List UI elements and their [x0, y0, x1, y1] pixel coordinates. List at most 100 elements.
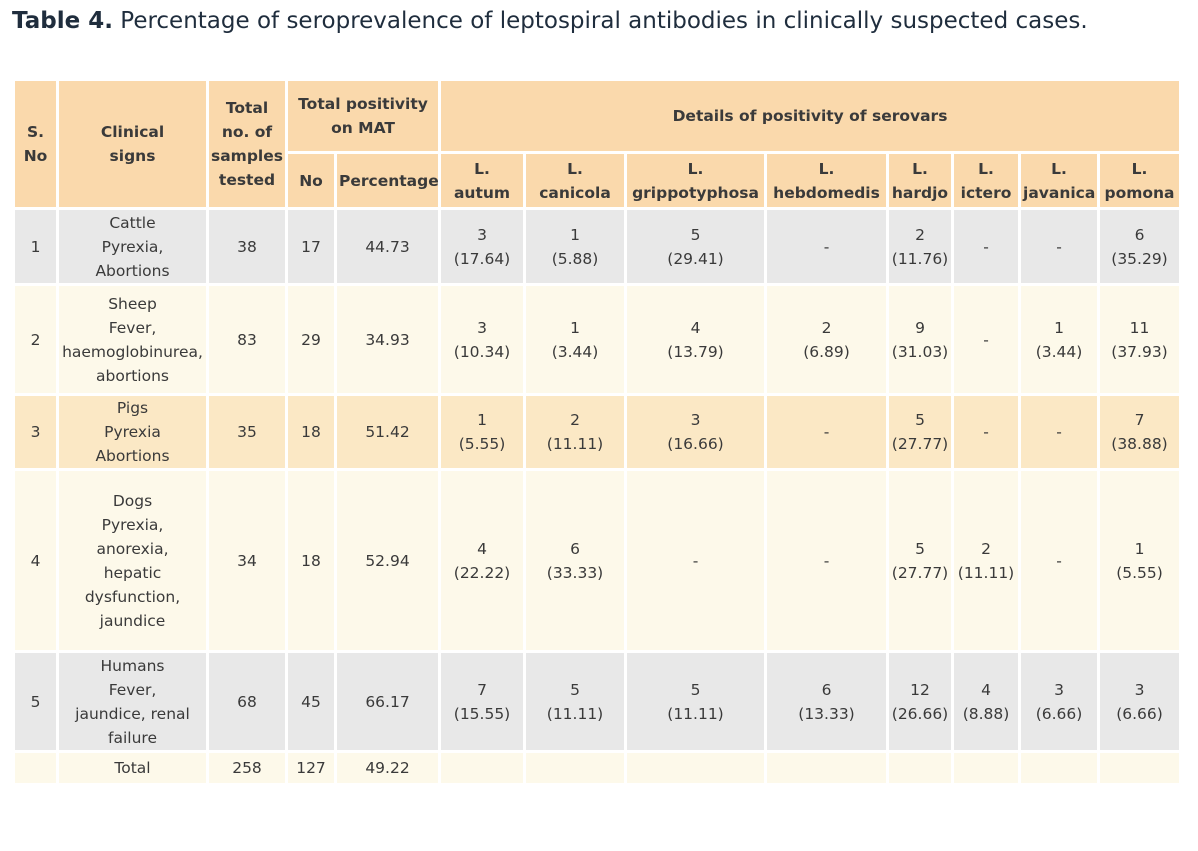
serovar-cell: 3 (6.66) — [1021, 653, 1097, 750]
serovar-cell: - — [954, 210, 1018, 283]
clinical-signs-cell: Pigs Pyrexia Abortions — [59, 396, 206, 468]
serovar-cell: 3 (6.66) — [1100, 653, 1179, 750]
serovar-cell: 1 (3.44) — [526, 286, 624, 393]
serovar-cell: 5 (11.11) — [627, 653, 764, 750]
serovar-cell: 3 (17.64) — [441, 210, 523, 283]
samples-tested-cell: 83 — [209, 286, 285, 393]
percentage-cell: 44.73 — [337, 210, 438, 283]
serovar-cell: 11 (37.93) — [1100, 286, 1179, 393]
serovar-cell: 2 (11.11) — [954, 471, 1018, 650]
header-serovar: L. hebdomedis — [767, 154, 886, 207]
serovar-cell: 1 (5.55) — [441, 396, 523, 468]
serovar-cell: 9 (31.03) — [889, 286, 951, 393]
serovar-cell: 12 (26.66) — [889, 653, 951, 750]
positive-no-cell: 18 — [288, 471, 334, 650]
table-row: 4 Dogs Pyrexia, anorexia, hepatic dysfunction… — [15, 471, 1179, 650]
serovar-cell: 1 (5.55) — [1100, 471, 1179, 650]
serovar-cell: 7 (15.55) — [441, 653, 523, 750]
total-tested-cell: 258 — [209, 753, 285, 783]
clinical-signs-cell: Dogs Pyrexia, anorexia, hepatic dysfunction,… — [59, 471, 206, 650]
serovar-cell: 6 (35.29) — [1100, 210, 1179, 283]
serovar-cell: - — [954, 286, 1018, 393]
serovar-cell: 4 (22.22) — [441, 471, 523, 650]
header-sno: S. No — [15, 81, 56, 207]
header-percentage: Percentage — [337, 154, 439, 207]
percentage-cell: 51.42 — [337, 396, 438, 468]
serovar-cell: 7 (38.88) — [1100, 396, 1179, 468]
clinical-signs-cell: Humans Fever, jaundice, renal failure — [59, 653, 206, 750]
total-empty-cell — [441, 753, 523, 783]
serovar-cell: 6 (13.33) — [767, 653, 886, 750]
total-row: Total 258 127 49.22 — [15, 753, 1179, 783]
serovar-cell: 5 (11.11) — [526, 653, 624, 750]
sno-cell: 4 — [15, 471, 56, 650]
serovar-cell: 5 (27.77) — [889, 471, 951, 650]
serovar-cell: 1 (3.44) — [1021, 286, 1097, 393]
serovar-cell: 3 (16.66) — [627, 396, 764, 468]
header-details: Details of positivity of serovars — [441, 81, 1179, 151]
samples-tested-cell: 38 — [209, 210, 285, 283]
positive-no-cell: 17 — [288, 210, 334, 283]
serovar-cell: 4 (13.79) — [627, 286, 764, 393]
serovar-cell: - — [767, 396, 886, 468]
serovar-cell: 2 (6.89) — [767, 286, 886, 393]
serovar-cell: - — [1021, 396, 1097, 468]
percentage-cell: 34.93 — [337, 286, 438, 393]
caption-text: Percentage of seroprevalence of leptospi… — [120, 8, 1088, 34]
sno-cell: 1 — [15, 210, 56, 283]
serovar-cell: 2 (11.76) — [889, 210, 951, 283]
header-serovar: L. ictero — [954, 154, 1018, 207]
samples-tested-cell: 34 — [209, 471, 285, 650]
table-row: 3 Pigs Pyrexia Abortions 35 18 51.42 1 (5.55) 2 (1… — [15, 396, 1179, 468]
serovar-cell: - — [1021, 471, 1097, 650]
table-row: 5 Humans Fever, jaundice, renal failure 68 45 6… — [15, 653, 1179, 750]
header-total-samples: Total no. of samples tested — [209, 81, 285, 207]
serovar-cell: 5 (29.41) — [627, 210, 764, 283]
header-serovar: L. pomona — [1100, 154, 1179, 207]
header-no: No — [288, 154, 334, 207]
serovar-cell: 5 (27.77) — [889, 396, 951, 468]
header-serovar: L. canicola — [526, 154, 624, 207]
total-empty-cell — [1021, 753, 1097, 783]
header-serovar: L. autum — [441, 154, 523, 207]
serovar-cell: 1 (5.88) — [526, 210, 624, 283]
positive-no-cell: 29 — [288, 286, 334, 393]
header-total-positivity: Total positivity on MAT — [288, 81, 438, 151]
total-pct-cell: 49.22 — [337, 753, 438, 783]
seroprevalence-table: S. No Clinical signs Total no. of samples tes… — [12, 78, 1182, 786]
serovar-cell: - — [954, 396, 1018, 468]
serovar-cell: 4 (8.88) — [954, 653, 1018, 750]
total-empty-cell — [889, 753, 951, 783]
caption-label: Table 4. — [12, 8, 113, 34]
total-empty-cell — [954, 753, 1018, 783]
serovar-cell: - — [627, 471, 764, 650]
serovar-cell: 6 (33.33) — [526, 471, 624, 650]
header-clinical-signs: Clinical signs — [59, 81, 206, 207]
samples-tested-cell: 35 — [209, 396, 285, 468]
total-label-cell: Total — [59, 753, 206, 783]
table-caption: Table 4. Percentage of seroprevalence of… — [12, 8, 1088, 34]
percentage-cell: 52.94 — [337, 471, 438, 650]
header-serovar: L. hardjo — [889, 154, 951, 207]
serovar-cell: 2 (11.11) — [526, 396, 624, 468]
serovar-cell: - — [1021, 210, 1097, 283]
sno-cell: 2 — [15, 286, 56, 393]
positive-no-cell: 45 — [288, 653, 334, 750]
total-empty-cell — [1100, 753, 1179, 783]
table-row: 1 Cattle Pyrexia, Abortions 38 17 44.73 3 (17.64… — [15, 210, 1179, 283]
table-row: 2 Sheep Fever, haemoglobinurea, abortions 83 2… — [15, 286, 1179, 393]
clinical-signs-cell: Cattle Pyrexia, Abortions — [59, 210, 206, 283]
total-empty-cell — [526, 753, 624, 783]
total-empty-cell — [627, 753, 764, 783]
sno-cell: 5 — [15, 653, 56, 750]
total-empty-cell — [767, 753, 886, 783]
header-serovar: L. grippotyphosa — [627, 154, 764, 207]
percentage-cell: 66.17 — [337, 653, 438, 750]
sno-cell: 3 — [15, 396, 56, 468]
total-no-cell: 127 — [288, 753, 334, 783]
total-blank-cell — [15, 753, 56, 783]
serovar-cell: - — [767, 210, 886, 283]
samples-tested-cell: 68 — [209, 653, 285, 750]
serovar-cell: 3 (10.34) — [441, 286, 523, 393]
header-serovar: L. javanica — [1021, 154, 1097, 207]
